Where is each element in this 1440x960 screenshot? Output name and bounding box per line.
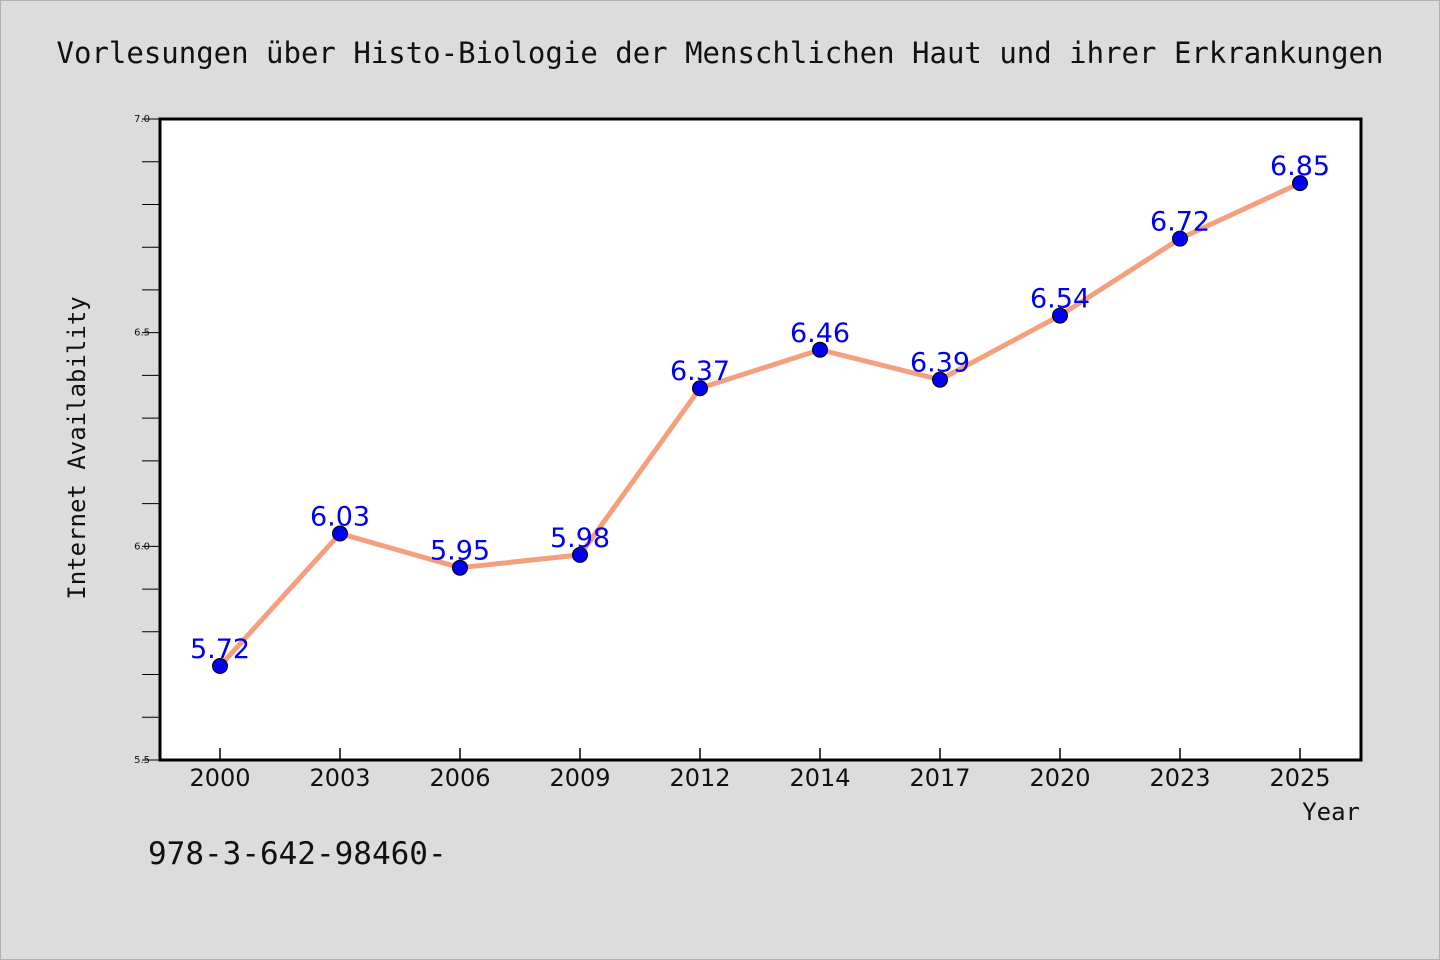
plot-area xyxy=(158,117,1363,762)
x-tick-label: 2020 xyxy=(1029,764,1090,792)
y-axis-ticks: 5.5 6.0 6.5 7.0 xyxy=(134,114,160,766)
x-axis-ticks: 2000 2003 2006 2009 2012 2014 2017 2020 2023 2025 xyxy=(189,748,1331,792)
data-point xyxy=(572,546,588,563)
y-tick-label: 7.0 xyxy=(134,114,150,125)
data-label: 6.46 xyxy=(790,318,850,349)
data-point xyxy=(932,371,948,388)
data-label: 6.72 xyxy=(1150,207,1210,238)
data-point xyxy=(452,559,468,576)
y-tick-label: 5.5 xyxy=(134,755,150,766)
data-point xyxy=(332,525,348,542)
x-tick-label: 2023 xyxy=(1149,764,1210,792)
data-label: 5.98 xyxy=(550,523,610,554)
data-label: 6.85 xyxy=(1270,151,1330,182)
x-tick-label: 2014 xyxy=(789,764,850,792)
data-point xyxy=(1052,307,1068,324)
x-tick-label: 2009 xyxy=(549,764,610,792)
y-tick-label: 6.5 xyxy=(134,328,150,339)
x-axis-label: Year xyxy=(1302,798,1360,826)
x-tick-label: 2025 xyxy=(1269,764,1330,792)
chart-title: Vorlesungen über Histo-Biologie der Mens… xyxy=(57,36,1384,70)
y-axis-label: Internet Availability xyxy=(63,296,91,599)
data-point xyxy=(1292,175,1308,192)
series-line xyxy=(217,180,1303,669)
footer-code: 978-3-642-98460- xyxy=(148,836,447,872)
data-point xyxy=(692,380,708,397)
data-label: 6.54 xyxy=(1030,284,1090,315)
data-point xyxy=(812,341,828,358)
data-point xyxy=(212,657,228,674)
x-tick-label: 2012 xyxy=(669,764,730,792)
data-point xyxy=(1172,230,1188,247)
data-label: 5.95 xyxy=(430,536,490,567)
data-labels: 5.72 6.03 5.95 5.98 6.37 6.46 6.39 6.54 6.72 6.85 xyxy=(190,151,1330,665)
x-tick-label: 2003 xyxy=(309,764,370,792)
data-label: 5.72 xyxy=(190,634,250,665)
x-tick-label: 2017 xyxy=(909,764,970,792)
y-tick-label: 6.0 xyxy=(134,541,150,552)
data-label: 6.03 xyxy=(310,502,370,533)
data-label: 6.37 xyxy=(670,356,730,387)
x-tick-label: 2006 xyxy=(429,764,490,792)
data-markers xyxy=(212,175,1308,674)
data-label: 6.39 xyxy=(910,348,970,379)
x-tick-label: 2000 xyxy=(189,764,250,792)
